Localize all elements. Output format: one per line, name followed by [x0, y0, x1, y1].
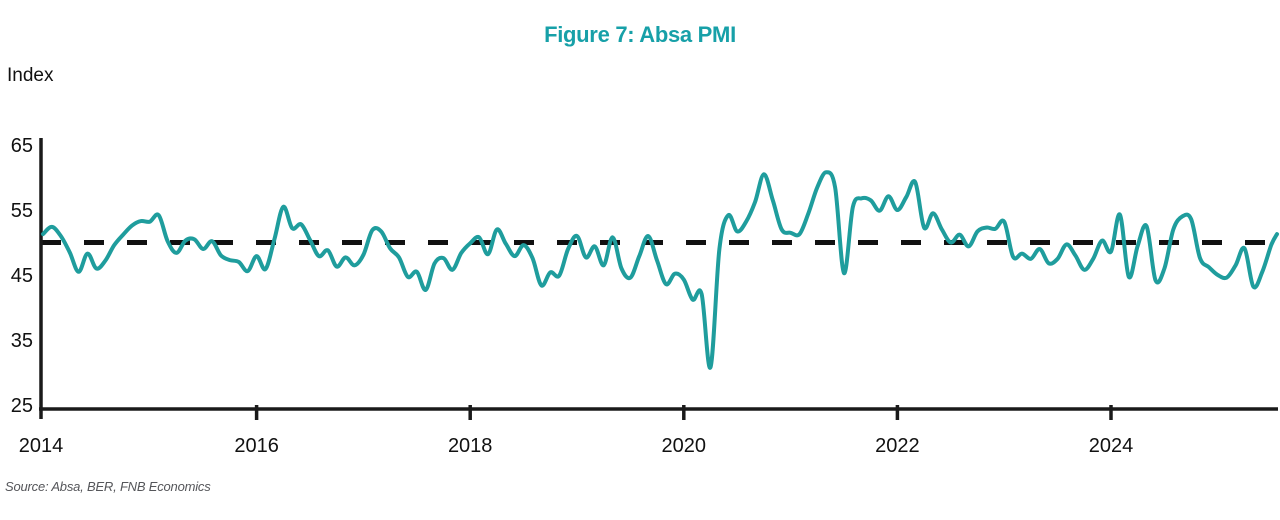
x-tick-label: 2016 [234, 435, 279, 457]
y-tick-label: 65 [11, 135, 33, 157]
x-tick-label: 2020 [662, 435, 707, 457]
pmi-series-line [41, 170, 1279, 370]
y-tick-label: 55 [11, 200, 33, 222]
y-axis-title: Index [7, 65, 54, 86]
x-tick-label: 2022 [875, 435, 920, 457]
y-tick-label: 35 [11, 330, 33, 352]
y-tick-label: 25 [11, 395, 33, 417]
source-note: Source: Absa, BER, FNB Economics [5, 479, 211, 494]
y-tick-label: 45 [11, 265, 33, 287]
x-tick-label: 2014 [19, 435, 64, 457]
chart-title: Figure 7: Absa PMI [544, 22, 736, 47]
x-tick-label: 2024 [1089, 435, 1134, 457]
x-tick-label: 2018 [448, 435, 493, 457]
